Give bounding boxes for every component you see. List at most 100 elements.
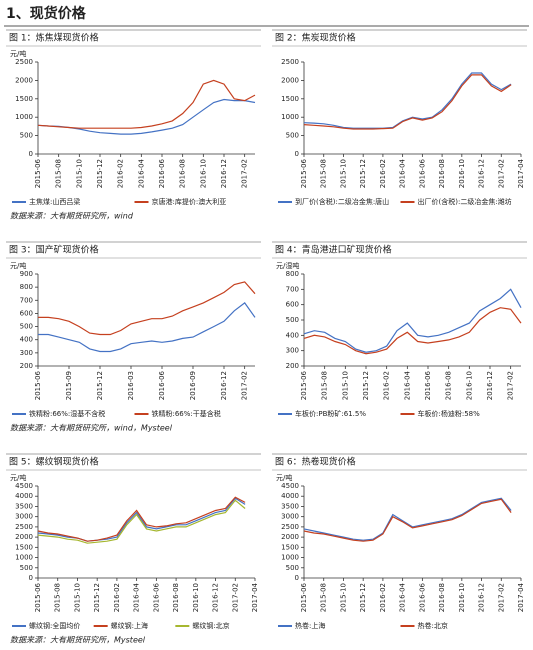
y-tick-label: 2500 [281,523,299,531]
x-tick-label: 2017-04 [251,582,259,612]
x-tick-label: 2017-02 [241,159,249,188]
x-tick-label: 2015-06 [300,370,308,400]
x-tick-label: 2016-06 [158,158,166,188]
x-tick-label: 2015-12 [362,371,370,400]
series-line [37,497,246,542]
series-line [303,74,512,130]
y-tick-label: 1500 [15,543,33,551]
x-tick-label: 2016-04 [403,370,411,400]
x-tick-label: 2015-10 [339,583,347,612]
x-tick-label: 2016-04 [137,158,145,188]
y-axis-label: 元/吨 [10,49,26,58]
y-tick-label: 2000 [15,76,33,84]
y-tick-label: 500 [286,564,299,572]
y-tick-label: 4000 [15,492,33,500]
y-tick-label: 400 [20,336,33,344]
x-tick-label: 2016-08 [438,583,446,612]
y-tick-label: 500 [20,564,33,572]
x-tick-label: 2015-08 [55,159,63,188]
source: 数据来源：大有期货研究所，wind [10,212,134,221]
y-axis-label: 元/吨 [10,261,26,270]
series-line [303,307,522,355]
y-tick-label: 0 [29,574,33,582]
x-tick-label: 2015-12 [96,371,104,400]
legend-label: 螺纹钢:上海 [111,621,148,630]
y-tick-label: 600 [20,309,33,317]
y-axis-label: 元/吨 [276,473,292,482]
series-line [37,499,246,544]
legend-label: 到厂价(含税):二级冶金焦:唐山 [295,197,389,206]
source: 数据来源：大有期货研究所，wind，Mysteel [10,424,173,433]
y-tick-label: 2000 [281,533,299,541]
x-tick-label: 2016-03 [127,371,135,400]
y-tick-label: 3500 [15,502,33,510]
x-tick-label: 2016-06 [158,370,166,400]
y-tick-label: 700 [20,296,33,304]
x-tick-label: 2016-06 [418,158,426,188]
x-tick-label: 2016-12 [486,371,494,400]
x-tick-label: 2015-06 [300,582,308,612]
x-tick-label: 2016-02 [113,583,121,612]
y-tick-label: 0 [295,574,299,582]
y-tick-label: 1000 [15,113,33,121]
x-tick-label: 2015-09 [65,371,73,400]
legend-label: 螺纹钢:全国均价 [29,621,80,630]
y-tick-label: 900 [20,270,33,278]
series-line [37,98,256,135]
x-tick-label: 2016-10 [458,583,466,612]
x-tick-label: 2015-12 [96,159,104,188]
x-tick-label: 2017-02 [241,371,249,400]
x-tick-label: 2016-12 [478,583,486,612]
chart-title: 图 1：炼焦煤现货价格 [9,32,99,44]
series-line [38,281,256,336]
y-tick-label: 1000 [281,113,299,121]
y-tick-label: 300 [286,347,299,355]
y-tick-label: 4500 [281,482,299,490]
x-tick-label: 2016-10 [199,159,207,188]
y-tick-label: 1000 [15,554,33,562]
chart-title: 图 3：国产矿现货价格 [9,244,99,256]
x-tick-label: 2016-10 [465,371,473,400]
series-line [303,72,512,129]
x-tick-label: 2017-02 [507,371,515,400]
x-tick-label: 2017-02 [497,583,505,612]
legend-label: 热卷:上海 [295,621,325,630]
legend-label: 车板价:PB粉矿:61.5% [295,409,366,418]
series-line [303,288,522,353]
y-tick-label: 700 [286,285,299,293]
y-tick-label: 400 [286,331,299,339]
y-tick-label: 600 [286,301,299,309]
source: 数据来源：大有期货研究所，Mysteel [10,636,146,645]
x-tick-label: 2015-08 [320,583,328,612]
x-tick-label: 2015-12 [93,583,101,612]
y-tick-label: 800 [286,270,299,278]
y-tick-label: 3000 [15,513,33,521]
x-tick-label: 2015-06 [300,158,308,188]
y-tick-label: 0 [295,150,299,158]
legend-label: 主焦煤:山西吕梁 [29,197,80,206]
y-tick-label: 200 [20,362,33,370]
y-tick-label: 200 [286,362,299,370]
x-tick-label: 2016-10 [192,583,200,612]
x-tick-label: 2016-09 [189,371,197,400]
legend-label: 铁精粉:66%:干基含税 [152,409,221,418]
x-tick-label: 2015-06 [34,158,42,188]
x-tick-label: 2016-08 [438,159,446,188]
legend-label: 热卷:北京 [418,621,448,630]
x-tick-label: 2016-12 [212,583,220,612]
x-tick-label: 2015-10 [341,371,349,400]
x-tick-label: 2016-06 [418,582,426,612]
x-tick-label: 2015-10 [75,159,83,188]
x-tick-label: 2016-08 [172,583,180,612]
x-tick-label: 2016-08 [445,371,453,400]
x-tick-label: 2015-06 [34,370,42,400]
x-tick-label: 2016-04 [399,582,407,612]
series-line [38,302,256,353]
x-tick-label: 2015-08 [320,159,328,188]
x-tick-label: 2016-02 [383,371,391,400]
y-tick-label: 4500 [15,482,33,490]
x-tick-label: 2017-04 [517,158,525,188]
x-tick-label: 2017-02 [497,159,505,188]
x-tick-label: 2015-12 [359,159,367,188]
